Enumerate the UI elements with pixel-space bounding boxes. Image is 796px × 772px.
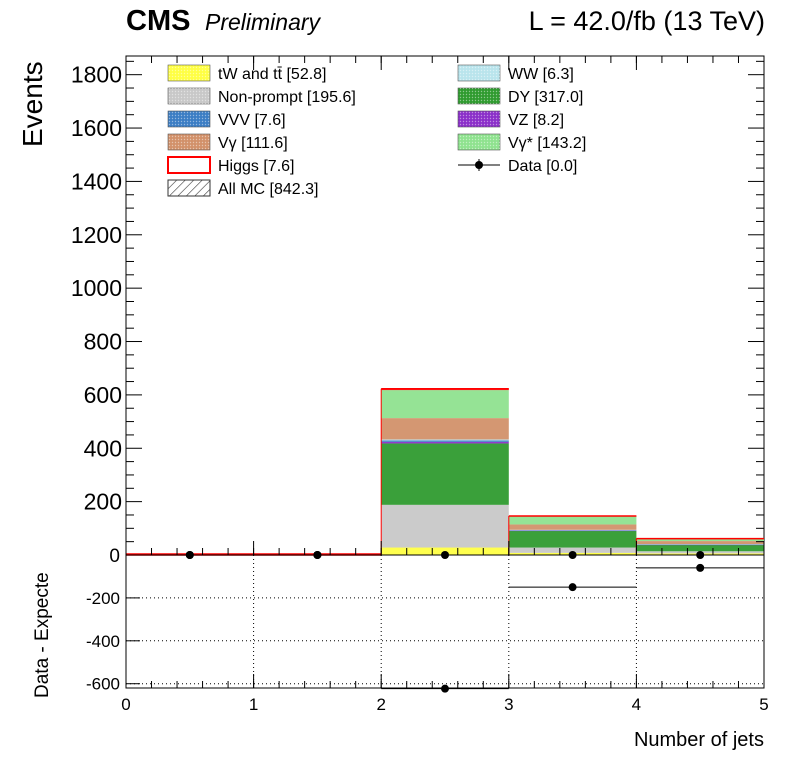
- x-tick-label-0: 0: [121, 695, 130, 714]
- legend-swatch-texture: [458, 134, 500, 150]
- x-tick-label-5: 5: [759, 695, 768, 714]
- legend-entry-v: Vγ* [143.2]: [457, 133, 586, 152]
- y-tick-label-800: 800: [84, 329, 122, 355]
- legend-swatch-texture: [458, 111, 500, 127]
- bar-dy-bin2: [381, 443, 509, 505]
- legend-entry-nonprompt: Non-prompt [195.6]: [167, 87, 356, 106]
- ratio-points: [126, 551, 764, 693]
- bar-vz-bin2: [381, 441, 509, 444]
- legend-label: WW [6.3]: [508, 66, 574, 83]
- legend-label: Data [0.0]: [508, 158, 577, 175]
- bar-v-bin2: [381, 390, 509, 419]
- bar-nonprompt-bin3: [508, 547, 637, 553]
- bar-nonprompt-bin2: [381, 504, 509, 548]
- bar-v-bin4: [636, 541, 764, 545]
- bar-dy-bin4: [636, 544, 764, 552]
- x-axis-title: Number of jets: [634, 729, 764, 751]
- legend-marker: [475, 161, 483, 169]
- y-axis-title: Events: [17, 61, 48, 147]
- y-tick-label-1200: 1200: [71, 222, 122, 248]
- experiment-label: CMS: [126, 5, 190, 37]
- bar-vvv-bin2: [381, 440, 509, 442]
- y-tick-label-400: 400: [84, 435, 122, 461]
- legend-entry-data: Data [0.0]: [458, 158, 577, 175]
- bar-vz-bin4: [636, 544, 764, 546]
- ratio-grid: [126, 554, 764, 688]
- legend-label: DY [317.0]: [508, 89, 583, 106]
- ratio-plot-panel: -200 -400 -600 0 1 2 3 4 5 Data - Expecte 0 Num…: [32, 546, 769, 751]
- legend-label: All MC [842.3]: [218, 181, 318, 198]
- ratio-top-tick-label: 0: [109, 546, 120, 567]
- ratio-point-4: [696, 563, 705, 572]
- ratio-point-1: [313, 551, 322, 559]
- y-tick-label-1800: 1800: [71, 62, 122, 88]
- ratio-point-2: [441, 684, 449, 693]
- x-tick-label-4: 4: [632, 695, 641, 714]
- ratio-y-tick-label--400: -400: [86, 632, 120, 651]
- lumi-label: L = 42.0/fb (13 TeV): [529, 6, 765, 36]
- y-tick-label-1400: 1400: [71, 168, 122, 194]
- legend-entry-dy: DY [317.0]: [457, 87, 583, 106]
- legend-entry-v: Vγ [111.6]: [167, 133, 288, 152]
- ratio-y-tick-label--600: -600: [86, 675, 120, 694]
- ratio-point-3: [568, 583, 577, 592]
- legend-swatch-texture: [168, 134, 210, 150]
- x-tick-label-1: 1: [249, 695, 258, 714]
- legend-label: Non-prompt [195.6]: [218, 89, 356, 106]
- bar-ww-bin4: [636, 544, 764, 545]
- y-tick-label-1000: 1000: [71, 275, 122, 301]
- y-tick-label-200: 200: [84, 489, 122, 515]
- x-tick-label-2: 2: [376, 695, 385, 714]
- legend-entry-vz: VZ [8.2]: [457, 110, 564, 129]
- legend-swatch-texture: [168, 88, 210, 104]
- legend-swatch-texture: [168, 65, 210, 81]
- bar-v-bin4: [636, 538, 764, 542]
- legend-entry-ww: WW [6.3]: [457, 64, 574, 83]
- bar-vz-bin3: [508, 530, 637, 532]
- legend-entry-higgs: Higgs [7.6]: [167, 156, 294, 175]
- bar-ww-bin2: [381, 439, 509, 441]
- legend-label: VVV [7.6]: [218, 112, 286, 129]
- main-y-axis: 200 400 600 800 1000 1200 1400 1600 1800: [71, 60, 764, 543]
- x-axis: 0 1 2 3 4 5: [121, 674, 769, 714]
- legend-swatch-texture: [458, 88, 500, 104]
- legend-swatch: [167, 179, 211, 197]
- legend-label: tW and tt̄ [52.8]: [218, 66, 327, 83]
- legend: tW and tt̄ [52.8] Non-prompt [195.6] VVV […: [167, 64, 586, 198]
- bar-dy-bin3: [508, 530, 637, 548]
- bar-vvv-bin3: [508, 530, 637, 531]
- legend-swatch-texture: [168, 111, 210, 127]
- legend-swatch-texture: [458, 65, 500, 81]
- legend-label: Vγ [111.6]: [218, 135, 288, 152]
- main-x-ticks: [125, 56, 765, 555]
- x-tick-label-3: 3: [504, 695, 513, 714]
- legend-entry-twandtt: tW and tt̄ [52.8]: [167, 64, 327, 83]
- legend-entry-allmc: All MC [842.3]: [167, 179, 318, 198]
- bar-v-bin3: [508, 524, 637, 530]
- bar-v-bin3: [508, 516, 637, 525]
- legend-label: Higgs [7.6]: [218, 158, 294, 175]
- y-tick-label-600: 600: [84, 382, 122, 408]
- bar-v-bin2: [381, 418, 509, 440]
- legend-entry-vvv: VVV [7.6]: [167, 110, 286, 129]
- legend-label: VZ [8.2]: [508, 112, 564, 129]
- ratio-point-0: [185, 551, 194, 559]
- status-label: Preliminary: [205, 9, 322, 35]
- bar-ww-bin3: [508, 529, 637, 531]
- y-tick-label-1600: 1600: [71, 115, 122, 141]
- legend-swatch: [167, 156, 211, 174]
- stacked-bars: [126, 388, 764, 556]
- ratio-y-axis: -200 -400 -600: [86, 589, 140, 694]
- ratio-y-tick-label--200: -200: [86, 589, 120, 608]
- ratio-frame: [125, 554, 765, 689]
- ratio-y-axis-title: Data - Expecte: [32, 572, 53, 698]
- legend-label: Vγ* [143.2]: [508, 135, 586, 152]
